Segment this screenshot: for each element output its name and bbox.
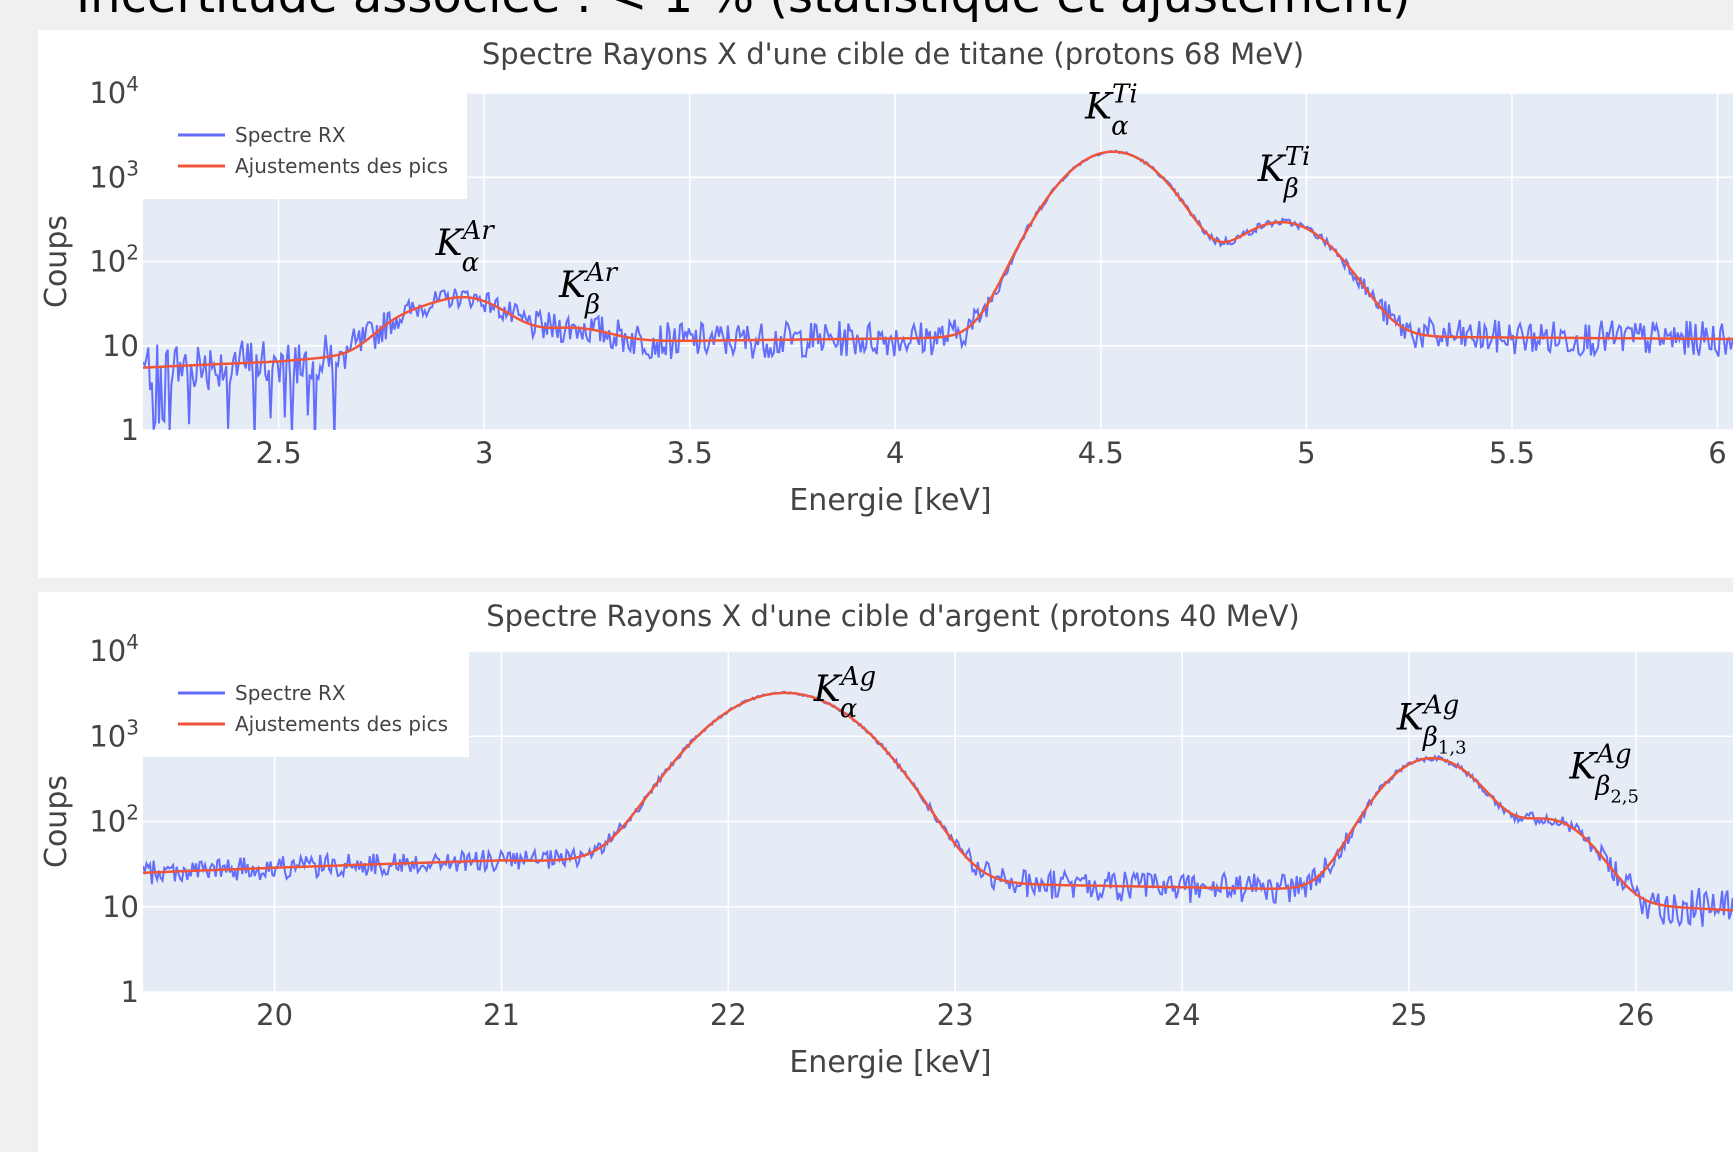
series-ajustements-des-pics	[143, 691, 1733, 912]
y-tick-label: 1	[121, 975, 139, 1009]
peak-annotation: KAg α	[813, 662, 876, 724]
legend-label: Spectre RX	[235, 123, 346, 147]
series-ajustements-des-pics	[143, 150, 1733, 369]
x-tick-label: 24	[1164, 998, 1201, 1032]
y-tick-label: 103	[89, 156, 139, 194]
x-tick-label: 5	[1297, 436, 1315, 470]
x-tick-label: 2.5	[256, 436, 302, 470]
y-tick-label: 10	[102, 890, 139, 924]
x-tick-label: 6	[1708, 436, 1726, 470]
chart-panel-titanium: Spectre Rayons X d'une cible de titane (…	[38, 30, 1733, 578]
peak-annotation: KAr α	[435, 216, 496, 278]
legend	[143, 93, 467, 199]
x-axis-label: Energie [keV]	[789, 1045, 991, 1080]
y-axis-label: Coups	[39, 215, 74, 308]
chart-title: Spectre Rayons X d'une cible d'argent (p…	[486, 599, 1300, 633]
x-tick-label: 4	[886, 436, 904, 470]
y-tick-label: 1	[121, 413, 139, 447]
silver-spectrum-chart: Spectre Rayons X d'une cible d'argent (p…	[39, 599, 1733, 1080]
peak-annotation: KTi α	[1084, 79, 1138, 141]
x-tick-label: 22	[710, 998, 747, 1032]
x-tick-label: 3	[475, 436, 493, 470]
y-tick-label: 102	[89, 801, 139, 839]
x-tick-label: 23	[937, 998, 974, 1032]
chart-title: Spectre Rayons X d'une cible de titane (…	[482, 37, 1304, 71]
y-tick-label: 104	[89, 630, 139, 668]
peak-annotation: KAg β1,3	[1396, 690, 1467, 758]
x-tick-label: 3.5	[667, 436, 713, 470]
slide-heading: Incertitude associée : < 1 % (statistiqu…	[76, 0, 1411, 20]
y-tick-label: 104	[89, 72, 139, 110]
legend	[143, 651, 469, 757]
peak-annotation: KAg β2,5	[1568, 739, 1639, 807]
series-spectre-rx	[143, 149, 1733, 430]
peak-annotation: KAr β	[558, 258, 619, 320]
chart-panel-silver: Spectre Rayons X d'une cible d'argent (p…	[38, 592, 1733, 1152]
x-tick-label: 25	[1391, 998, 1428, 1032]
x-tick-label: 4.5	[1078, 436, 1124, 470]
legend-label: Spectre RX	[235, 681, 346, 705]
legend-label: Ajustements des pics	[235, 154, 448, 178]
y-axis-label: Coups	[39, 775, 74, 868]
y-tick-label: 103	[89, 715, 139, 753]
x-axis-label: Energie [keV]	[789, 483, 991, 518]
x-tick-label: 5.5	[1489, 436, 1535, 470]
x-tick-label: 21	[483, 998, 520, 1032]
x-tick-label: 26	[1617, 998, 1654, 1032]
y-tick-label: 10	[102, 329, 139, 363]
peak-annotation: KTi β	[1257, 142, 1311, 204]
titanium-spectrum-chart: Spectre Rayons X d'une cible de titane (…	[39, 37, 1733, 518]
legend-label: Ajustements des pics	[235, 712, 448, 736]
y-tick-label: 102	[89, 241, 139, 279]
x-tick-label: 20	[256, 998, 293, 1032]
